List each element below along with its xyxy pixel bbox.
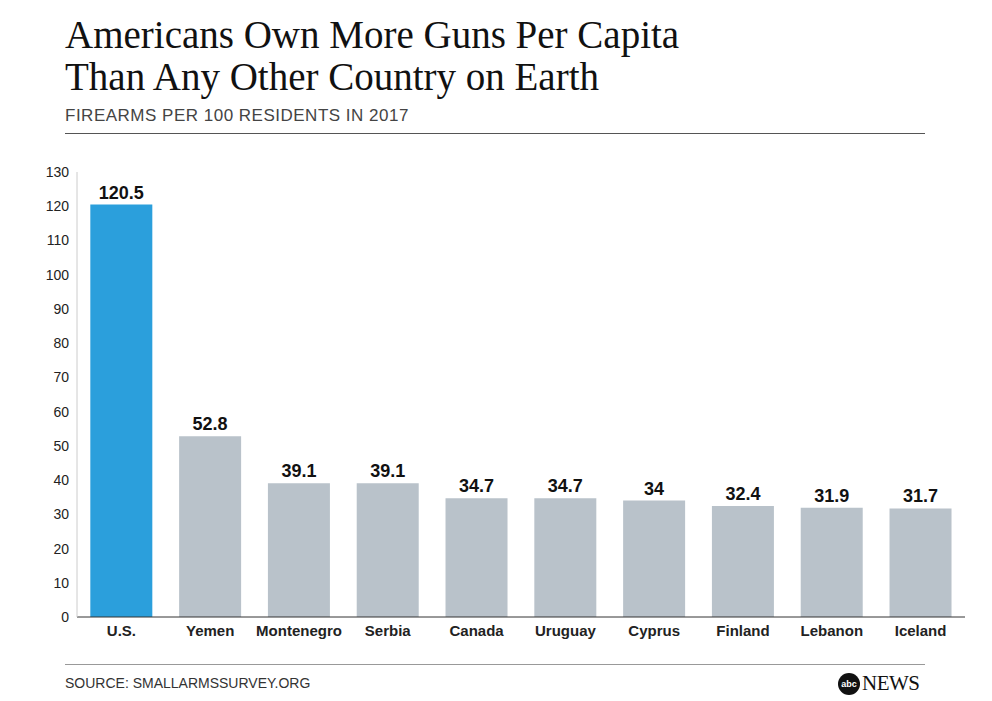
svg-text:52.8: 52.8 bbox=[193, 414, 228, 434]
svg-text:34.7: 34.7 bbox=[459, 476, 494, 496]
svg-text:34: 34 bbox=[644, 479, 664, 499]
svg-text:Montenegro: Montenegro bbox=[256, 622, 342, 639]
html-text:abc: abc bbox=[841, 678, 857, 689]
svg-text:31.9: 31.9 bbox=[814, 486, 849, 506]
svg-text:31.7: 31.7 bbox=[903, 486, 938, 506]
html-text:SOURCE: SMALLARMSSURVEY.ORG: SOURCE: SMALLARMSSURVEY.ORG bbox=[65, 675, 311, 691]
svg-text:110: 110 bbox=[47, 232, 70, 248]
svg-text:Yemen: Yemen bbox=[186, 622, 234, 639]
svg-text:34.7: 34.7 bbox=[548, 476, 583, 496]
svg-text:100: 100 bbox=[46, 267, 70, 283]
svg-text:30: 30 bbox=[53, 506, 69, 522]
svg-text:90: 90 bbox=[53, 301, 69, 317]
svg-text:0: 0 bbox=[61, 609, 69, 625]
svg-text:Cyprus: Cyprus bbox=[628, 622, 680, 639]
svg-text:Serbia: Serbia bbox=[365, 622, 412, 639]
svg-text:Iceland: Iceland bbox=[895, 622, 947, 639]
svg-text:120: 120 bbox=[46, 198, 70, 214]
svg-text:32.4: 32.4 bbox=[725, 484, 760, 504]
svg-text:70: 70 bbox=[53, 369, 69, 385]
html-text:Americans Own More Guns Per Ca: Americans Own More Guns Per Capita bbox=[65, 13, 680, 56]
svg-text:Canada: Canada bbox=[450, 622, 505, 639]
svg-text:120.5: 120.5 bbox=[99, 183, 144, 203]
svg-text:Uruguay: Uruguay bbox=[535, 622, 597, 639]
html-text:Than Any Other Country on Eart: Than Any Other Country on Earth bbox=[65, 55, 599, 98]
html-text:FIREARMS PER 100 RESIDENTS IN: FIREARMS PER 100 RESIDENTS IN 2017 bbox=[65, 106, 409, 125]
svg-text:20: 20 bbox=[53, 541, 69, 557]
svg-text:40: 40 bbox=[53, 472, 69, 488]
svg-text:50: 50 bbox=[53, 438, 69, 454]
svg-text:60: 60 bbox=[53, 404, 69, 420]
svg-text:130: 130 bbox=[46, 164, 70, 180]
svg-text:39.1: 39.1 bbox=[281, 461, 316, 481]
svg-text:U.S.: U.S. bbox=[107, 622, 136, 639]
svg-text:Lebanon: Lebanon bbox=[801, 622, 864, 639]
svg-text:39.1: 39.1 bbox=[370, 461, 405, 481]
svg-text:Finland: Finland bbox=[716, 622, 769, 639]
svg-text:80: 80 bbox=[53, 335, 69, 351]
svg-text:10: 10 bbox=[53, 575, 69, 591]
html-text:NEWS: NEWS bbox=[862, 671, 920, 695]
